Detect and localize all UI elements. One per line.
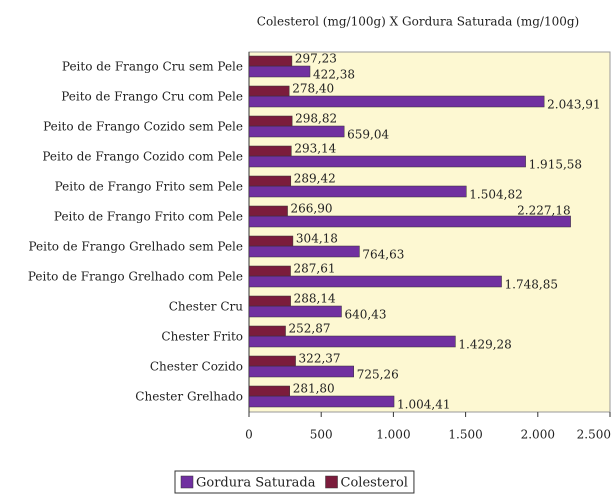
value-label: 1.004,41 [397,398,450,412]
bar [248,185,467,198]
legend-label: Gordura Saturada [196,476,316,491]
x-tick-label: 1.000 [376,428,410,442]
bar [248,85,290,97]
bar [248,245,360,258]
bar [248,95,545,108]
bar [248,355,296,367]
y-tick-label: Chester Cru [169,300,244,314]
x-tick-label: 2.500 [577,428,611,442]
y-tick-label: Peito de Frango Cozido com Pele [42,150,243,164]
bar [248,265,291,277]
x-tick-label: 0 [245,428,253,442]
bar [248,145,292,157]
value-label: 304,18 [296,232,338,246]
y-tick-label: Chester Cozido [150,360,243,374]
bar [248,335,456,348]
value-label: 289,42 [294,172,336,186]
value-label: 252,87 [289,322,331,336]
y-tick-label: Peito de Frango Frito sem Pele [55,180,243,194]
bar [248,275,502,288]
legend: Gordura Saturada Colesterol [174,470,415,494]
y-tick-label: Peito de Frango Cru sem Pele [62,60,243,74]
y-tick-label: Chester Frito [161,330,243,344]
bar [248,155,526,168]
value-label: 1.429,28 [458,338,511,352]
bar [248,235,294,247]
legend-label: Colesterol [341,476,408,491]
bar [248,395,395,408]
value-label: 288,14 [294,292,336,306]
legend-box [174,470,415,494]
y-tick-label: Chester Grelhado [135,390,243,404]
value-label: 1.915,58 [529,158,582,172]
value-label: 1.504,82 [469,188,522,202]
value-label: 725,26 [357,368,399,382]
x-tick-label: 1.500 [448,428,482,442]
x-tick-label: 2.000 [521,428,555,442]
bar [248,215,571,228]
legend-swatch [325,475,338,489]
value-label: 278,40 [292,82,334,96]
value-label: 640,43 [344,308,386,322]
value-label: 287,61 [294,262,336,276]
y-tick-label: Peito de Frango Grelhado sem Pele [29,240,244,254]
value-label: 322,37 [299,352,341,366]
bar [248,325,286,337]
value-label: 2.043,91 [547,98,600,112]
y-tick-label: Peito de Frango Cru com Pele [61,90,243,104]
bar [248,55,293,67]
bar [248,365,354,378]
y-tick-label: Peito de Frango Cozido sem Pele [43,120,243,134]
value-label: 297,23 [295,52,337,66]
x-tick-label: 500 [310,428,333,442]
bar [248,205,288,217]
plot-area [248,51,611,413]
value-label: 298,82 [295,112,337,126]
value-label: 659,04 [347,128,389,142]
y-tick-label: Peito de Frango Grelhado com Pele [28,270,243,284]
chart-title: Colesterol (mg/100g) X Gordura Saturada … [257,15,579,29]
bar [248,295,291,307]
value-label: 281,80 [293,382,335,396]
value-label: 266,90 [291,202,333,216]
bar [248,175,292,187]
value-label: 1.748,85 [505,278,558,292]
bar [248,115,293,127]
value-label: 422,38 [313,68,355,82]
bar [248,125,345,138]
value-label: 2.227,18 [517,204,570,218]
value-label: 293,14 [294,142,336,156]
bar [248,65,311,78]
bar [248,305,342,318]
bar [248,385,290,397]
legend-swatch [180,475,194,489]
y-tick-label: Peito de Frango Frito com Pele [54,210,243,224]
value-label: 764,63 [362,248,404,262]
